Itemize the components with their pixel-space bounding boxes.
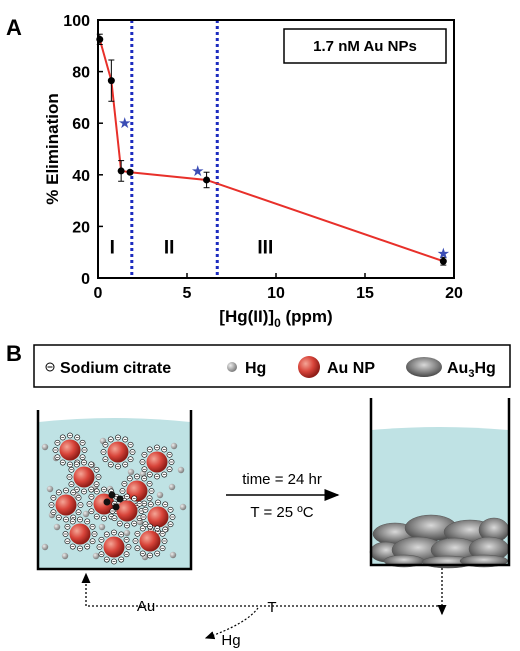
y-tick-label: 100 [63,13,90,30]
hg-atom [98,523,106,531]
series-stars: ★ ★ ★ [118,115,450,262]
beaker-before-wall [36,410,193,571]
hg-atom [82,510,90,518]
x-axis-label: [Hg(II)]0 (ppm) [219,307,332,330]
au-np [146,451,168,473]
panel-a-label: A [6,15,22,40]
au-np [107,441,129,463]
x-axis-label-unit: (ppm) [281,307,333,326]
reaction-temp: T = 25 ºC [250,504,313,521]
au-np [93,493,115,515]
hg-atom-dark [112,503,120,511]
reaction-time: time = 24 hr [242,471,322,488]
data-point [126,168,134,176]
au-np [73,466,95,488]
x-tick-label: 20 [445,285,463,302]
hg-atom [179,503,187,511]
x-tick-label: 15 [356,285,374,302]
hg-atom [127,468,135,476]
beaker-after [369,398,511,569]
recycle-loop: Au T Hg [81,568,447,649]
hg-atom [53,523,61,531]
au-np [69,523,91,545]
series-line [98,39,444,263]
amalgam-symbol-icon [406,357,442,377]
hg-atom [169,551,177,559]
hg-atom [156,491,164,499]
au-np-symbol-icon [298,356,320,378]
data-point [117,167,125,175]
hg-atom [123,529,131,537]
star-point: ★ [191,163,204,180]
hg-atom [92,552,100,560]
hg-atom [168,483,176,491]
hg-atom [170,442,178,450]
annotation-box: 1.7 nM Au NPs [283,28,447,64]
hg-atom [177,466,185,474]
x-tick-label: 10 [267,285,285,302]
y-tick-label: 60 [72,116,90,133]
y-tick-label: 80 [72,65,90,82]
legend-amalgam-sub: 3 [468,368,474,380]
legend-citrate: Sodium citrate [60,360,171,377]
panel-b-label: B [6,341,22,366]
au-np [116,500,138,522]
beaker-after-wall [369,398,511,567]
y-tick-label: 20 [72,219,90,236]
au-np [103,536,125,558]
beaker-before [36,410,193,571]
y-tick-label: 0 [81,271,90,288]
au-np [147,506,169,528]
annotation-text: 1.7 nM Au NPs [313,38,417,55]
citrate-symbol-icon [45,362,55,372]
region-labels: I II III [110,237,274,258]
recycle-t: T [267,599,276,616]
data-point [439,257,447,265]
x-tick-label: 0 [94,285,103,302]
x-tick-label: 5 [183,285,192,302]
y-tick-label: 40 [72,168,90,185]
legend-amalgam: Au3Hg [447,360,496,380]
reaction-arrow: time = 24 hr T = 25 ºC [226,471,340,521]
region-label: II [164,237,175,258]
hg-symbol-icon [227,362,237,372]
hg-atom-dark [103,498,111,506]
legend-b: Sodium citrate Hg Au NP Au3Hg [33,344,511,388]
hg-atom [41,543,49,551]
legend-hg: Hg [245,360,266,377]
x-axis-label-main: [Hg(II)] [219,307,274,326]
au-np [55,494,77,516]
x-axis-label-sub: 0 [274,316,281,330]
hg-atom [41,443,49,451]
plot-frame [97,19,455,279]
series-elimination [96,33,447,266]
amalgam-sediment [369,514,510,569]
y-axis-label: % Elimination [43,93,62,204]
recycle-hg: Hg [221,632,240,649]
region-label: I [110,237,115,258]
legend-au-np: Au NP [327,360,375,377]
legend-amalgam-main: Au [447,360,468,377]
legend-amalgam-end: Hg [474,360,495,377]
hg-atom-dark [116,495,124,503]
star-point: ★ [437,245,450,262]
au-np [139,530,161,552]
au-np [126,480,148,502]
data-point [107,77,115,85]
hg-atom [46,485,54,493]
hg-atom [61,552,69,560]
hg-atom-dark [108,491,116,499]
region-label: III [257,237,273,258]
particles-before [41,432,187,565]
recycle-au: Au [137,598,155,615]
data-point [203,176,211,184]
region-boundaries [130,20,219,278]
star-point: ★ [118,115,131,132]
au-np [59,439,81,461]
